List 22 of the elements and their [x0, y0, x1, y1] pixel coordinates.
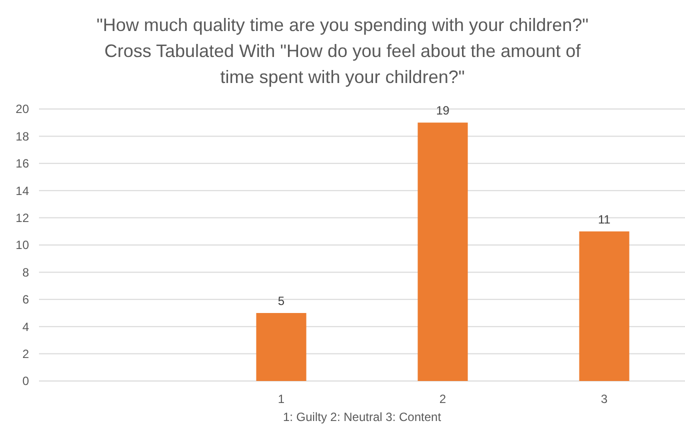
y-tick-label: 16 — [16, 156, 30, 171]
x-tick-label: 1 — [278, 392, 285, 406]
y-tick-label: 20 — [16, 102, 30, 116]
y-tick-label: 2 — [22, 347, 30, 361]
x-tick-label: 3 — [600, 392, 608, 406]
x-axis-title: 1: Guilty 2: Neutral 3: Content — [282, 410, 442, 424]
data-label: 11 — [598, 212, 611, 226]
bar — [256, 313, 306, 381]
y-tick-label: 0 — [22, 374, 30, 388]
y-tick-label: 8 — [22, 265, 30, 280]
y-tick-label: 6 — [22, 292, 30, 307]
y-tick-label: 4 — [22, 320, 30, 334]
y-tick-label: 10 — [16, 238, 30, 252]
x-tick-label: 2 — [439, 392, 446, 406]
bar — [418, 122, 468, 381]
y-tick-label: 18 — [16, 129, 30, 144]
y-tick-label: 12 — [16, 211, 30, 225]
data-label: 5 — [278, 294, 285, 308]
chart-title: "How much quality time are you spending with your children?" Cross Tabulated With "How do you feel about the amount of time spent with your children?" — [96, 15, 589, 87]
bar — [579, 231, 630, 381]
y-tick-label: 14 — [16, 184, 30, 198]
data-label: 19 — [436, 104, 450, 118]
